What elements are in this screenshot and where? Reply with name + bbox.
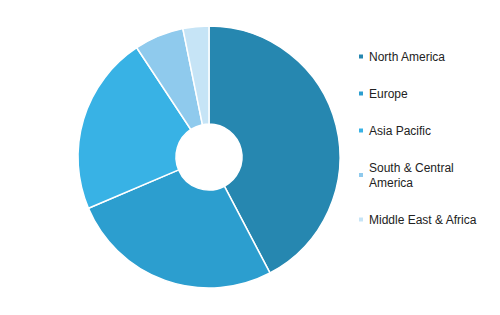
svg-text:North America: North America: [369, 50, 445, 64]
svg-text:Europe: Europe: [369, 87, 408, 101]
svg-text:Asia Pacific: Asia Pacific: [369, 124, 431, 138]
svg-text:Middle East & Africa: Middle East & Africa: [369, 213, 477, 227]
svg-text:South & Central: South & Central: [369, 161, 457, 175]
svg-text:America: America: [369, 176, 413, 190]
